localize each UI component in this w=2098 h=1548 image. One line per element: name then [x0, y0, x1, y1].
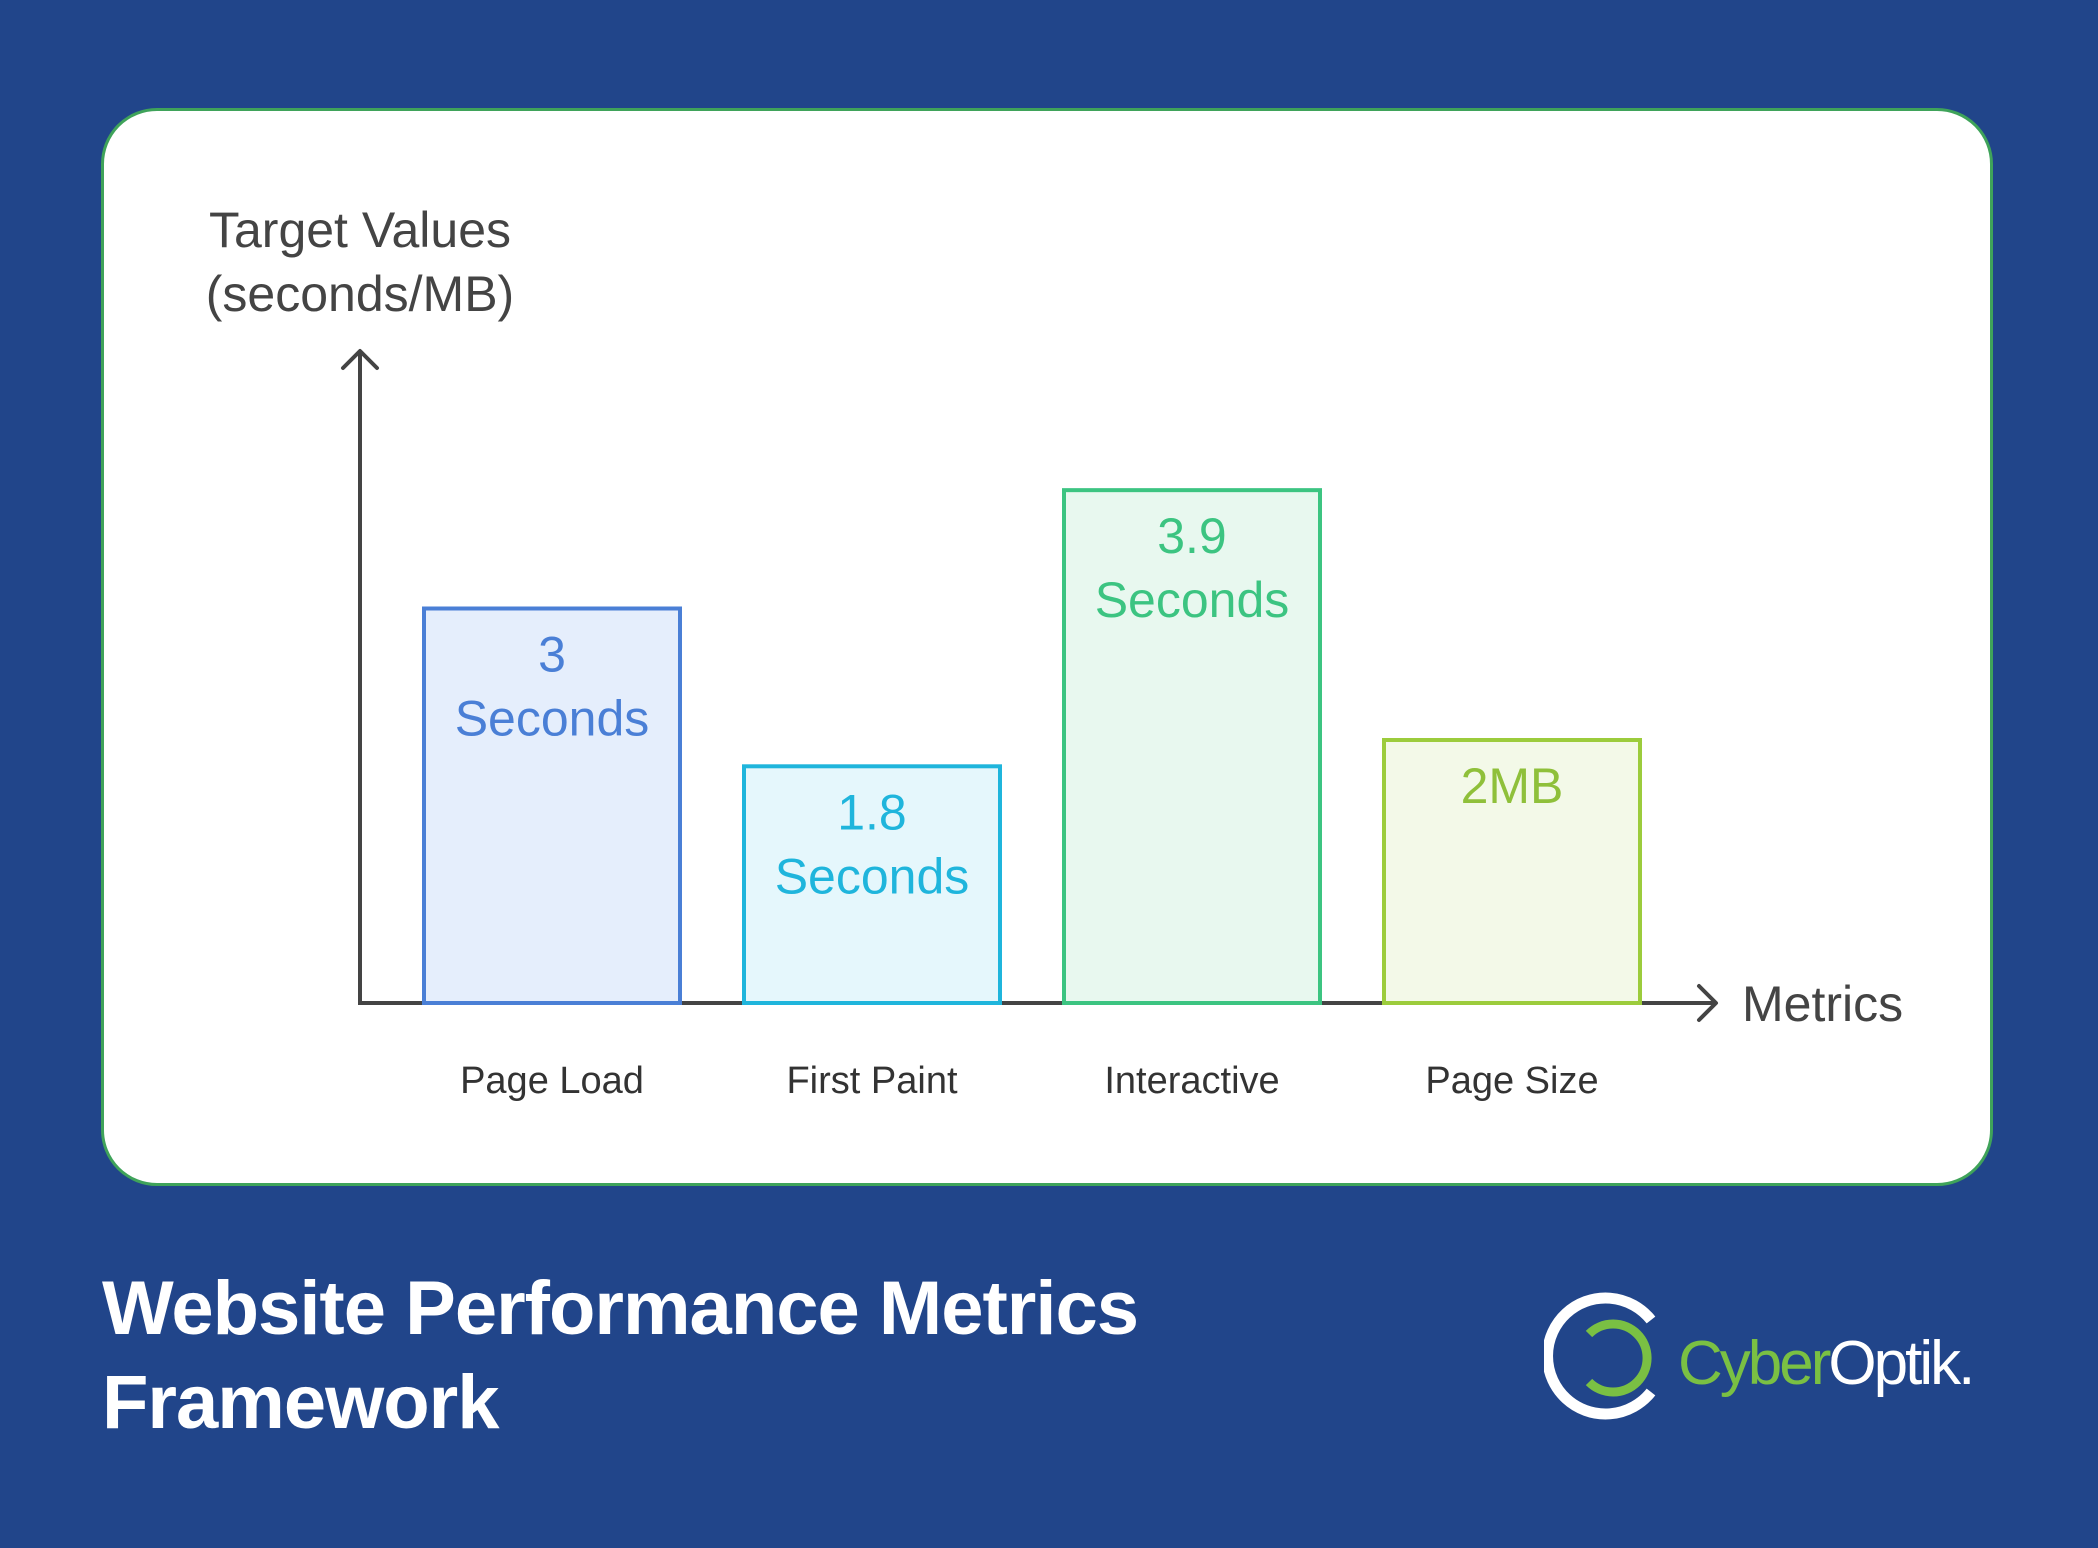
x-tick-label: First Paint [786, 1060, 957, 1102]
page-title-line-1: Website Performance Metrics [102, 1266, 1139, 1351]
x-tick-label: Page Load [460, 1060, 644, 1102]
cyberoptik-logo: CyberOptik. [1544, 1292, 2004, 1432]
data-label: 1.8 [837, 784, 907, 840]
chart-card: Target Values (seconds/MB) Metrics 3 Seconds… [101, 108, 1993, 1186]
page-title-line-2: Framework [102, 1360, 500, 1445]
bar-page-load [422, 606, 682, 1005]
x-axis-title: Metrics [1742, 976, 1903, 1032]
data-label: 2MB [1461, 758, 1564, 814]
logo-mark-icon [1544, 1292, 1656, 1420]
y-axis-title-line-1: Target Values [209, 202, 511, 258]
bar-page-size [1382, 738, 1642, 1005]
y-axis-title-line-2: (seconds/MB) [206, 266, 514, 322]
data-label: 3 [538, 627, 566, 683]
data-label: 3.9 [1157, 508, 1227, 564]
x-tick-label: Interactive [1104, 1060, 1279, 1102]
data-label: Seconds [455, 691, 650, 747]
x-tick-label: Page Size [1425, 1060, 1598, 1102]
y-axis-arrow-icon [341, 349, 379, 370]
logo-text-cyber: Cyber [1678, 1329, 1831, 1398]
bar-chart: Target Values (seconds/MB) Metrics 3 Seconds… [206, 202, 1903, 1102]
x-axis-arrow-icon [1697, 984, 1718, 1022]
data-label: Seconds [1095, 572, 1290, 628]
bar-first-paint [742, 764, 1002, 1005]
logo-text-optik: Optik. [1828, 1329, 1975, 1398]
bar-interactive [1062, 488, 1322, 1005]
data-label: Seconds [775, 848, 970, 904]
page-title: Website Performance Metrics Framework [102, 1262, 1352, 1450]
logo-wordmark: CyberOptik. [1678, 1328, 1975, 1399]
